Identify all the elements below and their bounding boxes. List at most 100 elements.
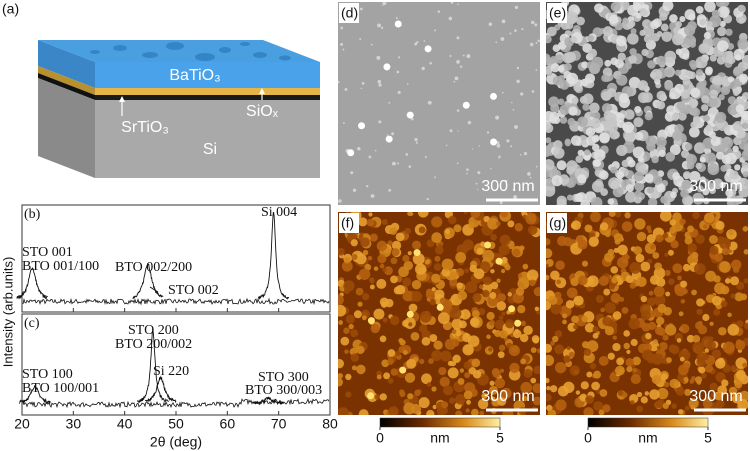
grain (479, 410, 485, 415)
grain (425, 289, 437, 300)
grain (687, 225, 694, 233)
grain (610, 292, 621, 304)
x-tick-label: 40 (117, 416, 133, 432)
grain (383, 372, 391, 380)
grain (741, 122, 748, 129)
grain (370, 323, 380, 334)
grain (562, 313, 568, 319)
grain (457, 378, 465, 385)
grain (717, 357, 725, 365)
grain (546, 377, 550, 384)
grain (653, 175, 663, 185)
grain (343, 122, 345, 124)
grain (640, 310, 651, 321)
grain (592, 332, 599, 339)
grain (718, 327, 727, 336)
grain (682, 263, 691, 272)
grain (658, 149, 666, 158)
grain (471, 408, 479, 415)
grain (704, 348, 709, 353)
grain (724, 278, 731, 284)
particle (462, 101, 470, 109)
grain (457, 3, 459, 6)
grain (699, 176, 706, 183)
grain (488, 22, 493, 27)
grain (472, 148, 474, 150)
grain (527, 172, 531, 176)
colorbar-tick-label: 0 (584, 430, 592, 446)
grain (688, 98, 699, 108)
grain (640, 396, 648, 404)
grain (366, 218, 375, 227)
peak-label: STO 002 (168, 283, 219, 298)
grain (338, 358, 344, 369)
grain (560, 20, 570, 30)
xrd-baseline (22, 297, 330, 306)
grain (500, 37, 505, 41)
grain (621, 306, 629, 314)
grain (742, 171, 748, 178)
grain (617, 52, 626, 62)
grain (498, 344, 506, 352)
grain (532, 383, 540, 394)
grain (599, 222, 609, 231)
grain (660, 195, 668, 204)
grain (417, 212, 429, 218)
grain (494, 319, 505, 330)
grain (509, 362, 520, 374)
grain (338, 320, 343, 325)
grain (490, 281, 499, 290)
peak-label: BTO 300/003 (245, 383, 322, 398)
grain (508, 344, 520, 357)
grain (481, 392, 488, 399)
grain (735, 104, 745, 114)
grain (376, 240, 388, 252)
grain (690, 121, 697, 129)
grain (344, 349, 349, 354)
grain (361, 293, 370, 301)
grain (695, 234, 705, 244)
grain (577, 174, 587, 184)
grain (727, 324, 740, 336)
grain (546, 385, 551, 391)
grain (340, 26, 344, 30)
panel-label: (c) (24, 316, 40, 331)
grain (559, 104, 571, 115)
grain (629, 262, 642, 274)
grain (453, 80, 456, 83)
grain (520, 320, 527, 327)
x-tick-label: 70 (271, 416, 287, 432)
image-background (338, 2, 540, 205)
grain (630, 374, 641, 385)
grain (449, 307, 462, 320)
grain (546, 53, 551, 63)
grain (550, 270, 560, 281)
grain (623, 342, 630, 350)
grain (468, 221, 475, 229)
grain (370, 43, 373, 46)
grain (343, 257, 351, 264)
grain (358, 268, 371, 280)
grain (673, 175, 685, 187)
grain (407, 212, 413, 216)
particle (484, 241, 492, 249)
grain (735, 340, 746, 351)
grain (361, 82, 365, 85)
grain (704, 212, 715, 223)
grain (510, 145, 513, 148)
grain (684, 405, 690, 411)
grain (732, 145, 739, 152)
grain (702, 353, 710, 361)
grain (519, 153, 522, 156)
grain (478, 284, 484, 290)
grain (699, 156, 706, 163)
grain (695, 69, 704, 77)
grain (671, 403, 677, 409)
grain (449, 397, 456, 404)
grain (607, 198, 615, 205)
grain (662, 334, 669, 341)
grain (701, 104, 709, 112)
grain (516, 66, 520, 70)
grain (657, 170, 665, 178)
grain (705, 124, 712, 132)
